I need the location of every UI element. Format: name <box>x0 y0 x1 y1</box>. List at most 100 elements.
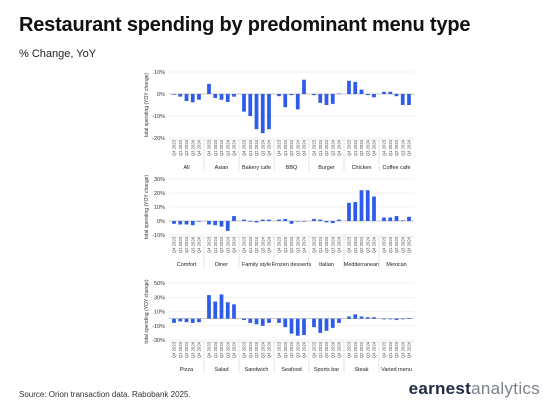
group-label: Seafood <box>281 367 302 373</box>
y-tick-label: 10% <box>154 70 165 76</box>
x-tick-label: Q1 2024 <box>248 236 253 253</box>
bar <box>365 317 370 319</box>
x-tick-label: Q3 2024 <box>400 341 405 358</box>
x-tick-label: Q4 2024 <box>267 341 272 358</box>
x-tick-label: Q1 2024 <box>318 341 323 358</box>
bar <box>324 221 329 223</box>
bar <box>190 318 195 323</box>
bar <box>277 219 281 221</box>
bar <box>407 317 411 319</box>
x-tick-label: Q2 2024 <box>184 341 189 358</box>
bar <box>407 94 411 105</box>
x-tick-label: Q1 2024 <box>318 139 323 156</box>
bar <box>400 94 405 105</box>
bar <box>353 202 358 221</box>
x-tick-label: Q3 2024 <box>295 236 300 253</box>
x-tick-label: Q4 2023 <box>312 139 317 156</box>
group-label: BBQ <box>286 165 298 171</box>
group-label: Family style <box>242 262 271 268</box>
x-tick-label: Q1 2024 <box>388 236 393 253</box>
x-tick-label: Q4 2024 <box>372 341 377 358</box>
bar <box>400 318 405 320</box>
bar <box>295 94 300 110</box>
bar <box>254 318 259 325</box>
x-tick-label: Q4 2023 <box>207 139 212 156</box>
x-tick-label: Q4 2024 <box>372 139 377 156</box>
bar <box>359 89 364 94</box>
y-tick-label: -10% <box>152 324 165 330</box>
bar <box>184 94 189 102</box>
bar <box>302 221 306 222</box>
bar <box>283 318 288 328</box>
bar <box>184 318 189 323</box>
x-tick-label: Q4 2024 <box>372 236 377 253</box>
group-label: Coffee cafe <box>382 165 410 171</box>
x-tick-label: Q4 2023 <box>207 341 212 358</box>
bar <box>225 302 230 319</box>
x-tick-label: Q4 2023 <box>242 341 247 358</box>
bar <box>372 317 376 319</box>
x-tick-label: Q2 2024 <box>394 341 399 358</box>
x-tick-label: Q3 2024 <box>190 236 195 253</box>
x-tick-label: Q4 2024 <box>302 341 307 358</box>
bar <box>232 304 236 319</box>
bar <box>372 94 376 98</box>
bar <box>365 94 370 96</box>
bar <box>178 318 183 322</box>
group-label: Steak <box>354 367 368 373</box>
x-tick-label: Q3 2024 <box>330 139 335 156</box>
bar <box>190 221 195 226</box>
bar <box>207 221 211 225</box>
bar <box>267 94 271 130</box>
x-tick-label: Q4 2023 <box>277 341 282 358</box>
group-label: Chicken <box>352 165 372 171</box>
bar <box>394 318 399 321</box>
bar <box>225 221 230 231</box>
x-tick-label: Q3 2024 <box>260 236 265 253</box>
bar <box>242 318 246 321</box>
bar <box>213 221 218 226</box>
x-tick-label: Q2 2024 <box>359 139 364 156</box>
x-tick-label: Q2 2024 <box>289 236 294 253</box>
y-axis-label: total spending (YOY change) <box>144 279 150 343</box>
bar <box>388 217 393 221</box>
group-label: Diner <box>215 262 228 268</box>
x-tick-label: Q3 2024 <box>400 236 405 253</box>
x-tick-label: Q4 2023 <box>312 341 317 358</box>
bar <box>178 94 183 97</box>
x-tick-label: Q1 2024 <box>388 139 393 156</box>
bar <box>347 80 351 94</box>
x-tick-label: Q3 2024 <box>365 236 370 253</box>
x-tick-label: Q4 2023 <box>382 341 387 358</box>
x-tick-label: Q2 2024 <box>254 139 259 156</box>
x-tick-label: Q2 2024 <box>219 236 224 253</box>
x-tick-label: Q1 2024 <box>178 139 183 156</box>
page-subtitle: % Change, YoY <box>19 48 97 60</box>
bar <box>260 219 265 221</box>
x-tick-label: Q4 2023 <box>207 236 212 253</box>
x-tick-label: Q2 2024 <box>359 236 364 253</box>
bar <box>248 221 253 222</box>
chart-panel-3: -30% -10% 10% 30% 50% total spending (YOY cha… <box>144 279 414 373</box>
x-tick-label: Q4 2024 <box>232 139 237 156</box>
x-tick-label: Q3 2024 <box>225 139 230 156</box>
x-tick-label: Q3 2024 <box>260 341 265 358</box>
x-tick-label: Q1 2024 <box>213 341 218 358</box>
x-tick-label: Q1 2024 <box>283 236 288 253</box>
x-tick-label: Q4 2023 <box>172 341 177 358</box>
x-tick-label: Q1 2024 <box>318 236 323 253</box>
x-tick-label: Q3 2024 <box>400 139 405 156</box>
bar <box>382 91 386 94</box>
x-tick-label: Q3 2024 <box>225 341 230 358</box>
group-label: Mediterranean <box>344 262 379 268</box>
bar <box>178 221 183 225</box>
x-tick-label: Q1 2024 <box>283 341 288 358</box>
x-tick-label: Q4 2024 <box>302 139 307 156</box>
bar <box>277 94 281 97</box>
bar <box>197 318 201 323</box>
bar <box>324 94 329 105</box>
bar <box>213 94 218 98</box>
bar <box>172 94 176 95</box>
x-tick-label: Q4 2023 <box>242 139 247 156</box>
x-tick-label: Q3 2024 <box>190 139 195 156</box>
